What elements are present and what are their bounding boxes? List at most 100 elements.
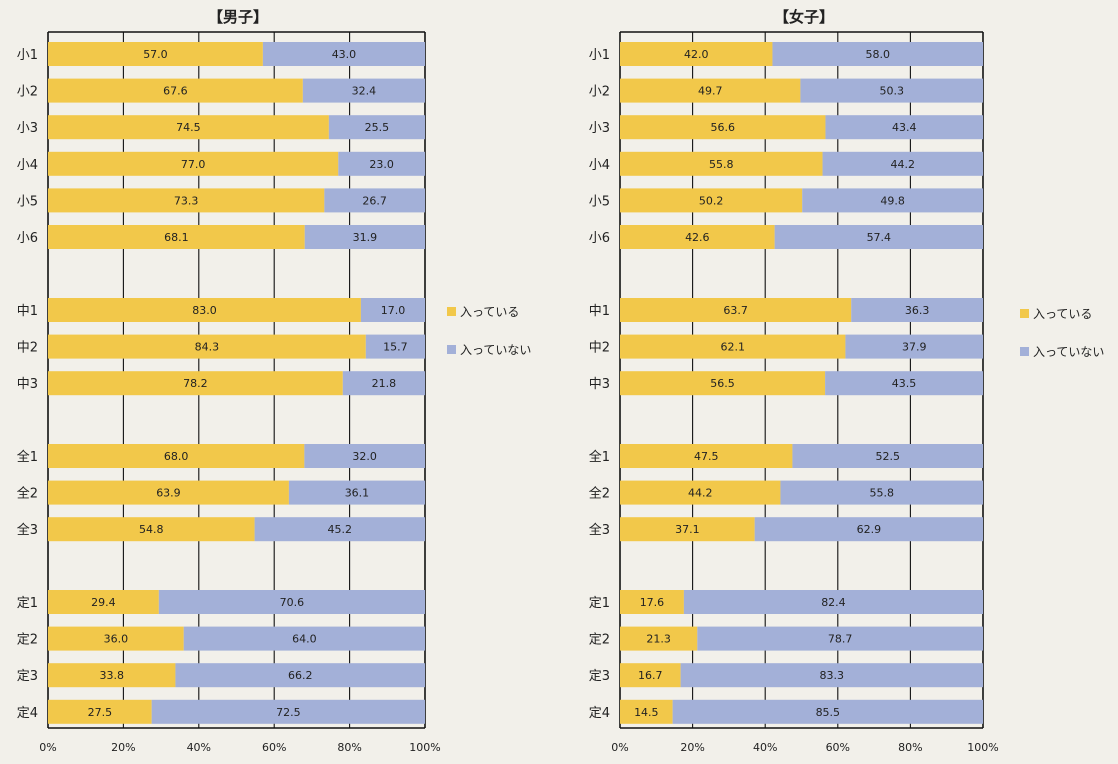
boys-bar-out [360, 298, 425, 322]
girls-category-label: 小4 [589, 158, 610, 173]
boys-category-label: 全2 [17, 486, 38, 502]
girls-bar-in [620, 517, 755, 542]
girls-bar-out [772, 42, 983, 66]
girls-bar-out [792, 444, 983, 468]
boys-value-label-in: 63.9 [156, 487, 181, 500]
boys-bar-in [48, 371, 343, 396]
girls-value-label-in: 14.5 [634, 706, 659, 719]
boys-x-tick-label: 20% [111, 741, 135, 754]
girls-category-label: 全1 [589, 449, 610, 465]
boys-value-label-out: 70.6 [280, 596, 305, 609]
girls-value-label-out: 49.8 [880, 194, 905, 207]
girls-legend-label: 入っていない [1033, 345, 1104, 359]
boys-value-label-out: 72.5 [276, 706, 301, 719]
boys-bar-in [48, 298, 361, 322]
girls-category-label: 小5 [589, 194, 610, 209]
girls-bar-in [620, 371, 826, 396]
boys-bar-in [48, 78, 303, 103]
boys-category-label: 小4 [17, 158, 38, 173]
boys-bar-in [48, 151, 339, 176]
boys-category-label: 定3 [17, 669, 38, 684]
boys-chart-title: 【男子】 [208, 8, 268, 26]
boys-chart: 【男子】 0% 20% 40% 60% 80% 100% 小1 57.0 43.0 小2 67.6 32… [17, 8, 532, 754]
girls-bar-in [620, 225, 775, 249]
girls-bar-out [780, 480, 983, 505]
boys-value-label-in: 57.0 [143, 48, 168, 61]
boys-value-label-out: 45.2 [328, 523, 353, 536]
boys-value-label-in: 27.5 [88, 706, 113, 719]
girls-bar-out [800, 78, 983, 103]
boys-bar-in [48, 699, 152, 724]
girls-value-label-out: 52.5 [875, 450, 900, 463]
girls-value-label-in: 44.2 [688, 487, 713, 500]
girls-category-label: 小3 [589, 121, 610, 136]
girls-bar-out [754, 517, 983, 542]
boys-category-label: 小5 [17, 194, 38, 209]
boys-category-label: 全1 [17, 449, 38, 465]
boys-bar-out [151, 699, 426, 724]
boys-category-label: 中3 [17, 377, 38, 392]
girls-bar-in [620, 42, 773, 66]
girls-value-label-in: 17.6 [640, 596, 665, 609]
girls-value-label-out: 62.9 [857, 523, 882, 536]
boys-bar-out [254, 517, 425, 542]
boys-value-label-out: 43.0 [332, 48, 357, 61]
boys-bar-out [288, 480, 425, 505]
boys-x-tick-label: 60% [262, 741, 286, 754]
boys-bar-in [48, 225, 305, 249]
boys-category-label: 定2 [17, 633, 38, 648]
girls-bar-out [825, 371, 983, 396]
boys-bar-in [48, 517, 255, 542]
girls-value-label-out: 44.2 [891, 158, 916, 171]
girls-value-label-out: 82.4 [821, 596, 846, 609]
girls-bar-in [620, 78, 801, 103]
girls-value-label-in: 16.7 [638, 669, 663, 682]
girls-value-label-in: 63.7 [723, 304, 748, 317]
boys-category-label: 全3 [17, 522, 38, 538]
boys-category-label: 小6 [17, 231, 38, 246]
boys-bar-out [338, 151, 425, 176]
girls-bar-out [825, 115, 983, 140]
girls-category-label: 定3 [589, 669, 610, 684]
boys-bar-in [48, 188, 325, 213]
boys-x-tick-label: 80% [337, 741, 361, 754]
girls-value-label-in: 49.7 [698, 85, 723, 98]
boys-value-label-in: 68.0 [164, 450, 189, 463]
girls-value-label-out: 43.5 [892, 377, 917, 390]
girls-value-label-in: 55.8 [709, 158, 734, 171]
girls-x-tick-label: 100% [967, 741, 998, 754]
girls-bar-in [620, 115, 826, 140]
girls-bar-in [620, 480, 781, 505]
girls-value-label-in: 56.5 [710, 377, 735, 390]
boys-value-label-in: 84.3 [195, 341, 220, 354]
girls-value-label-out: 50.3 [879, 85, 904, 98]
girls-value-label-out: 58.0 [865, 48, 890, 61]
boys-bar-in [48, 42, 263, 66]
boys-x-tick-label: 40% [187, 741, 211, 754]
girls-chart-title: 【女子】 [774, 8, 834, 26]
boys-value-label-out: 21.8 [372, 377, 397, 390]
girls-value-label-out: 57.4 [867, 231, 892, 244]
boys-x-tick-label: 100% [409, 741, 440, 754]
girls-legend-swatch [1020, 347, 1029, 356]
girls-bar-in [620, 626, 698, 651]
boys-value-label-out: 64.0 [292, 633, 317, 646]
girls-category-label: 全2 [589, 486, 610, 502]
boys-x-tick-label: 0% [39, 741, 56, 754]
boys-category-label: 中2 [17, 341, 38, 356]
boys-bar-out [304, 444, 425, 468]
boys-category-label: 小2 [17, 85, 38, 100]
girls-x-tick-label: 80% [898, 741, 922, 754]
girls-value-label-in: 50.2 [699, 194, 724, 207]
girls-bar-out [683, 590, 983, 614]
girls-value-label-in: 37.1 [675, 523, 700, 536]
girls-category-label: 中1 [589, 304, 610, 319]
boys-category-label: 小1 [17, 48, 38, 63]
girls-category-label: 定2 [589, 633, 610, 648]
girls-category-label: 中3 [589, 377, 610, 392]
girls-value-label-in: 42.6 [685, 231, 710, 244]
boys-value-label-in: 77.0 [181, 158, 206, 171]
boys-bar-in [48, 115, 329, 140]
